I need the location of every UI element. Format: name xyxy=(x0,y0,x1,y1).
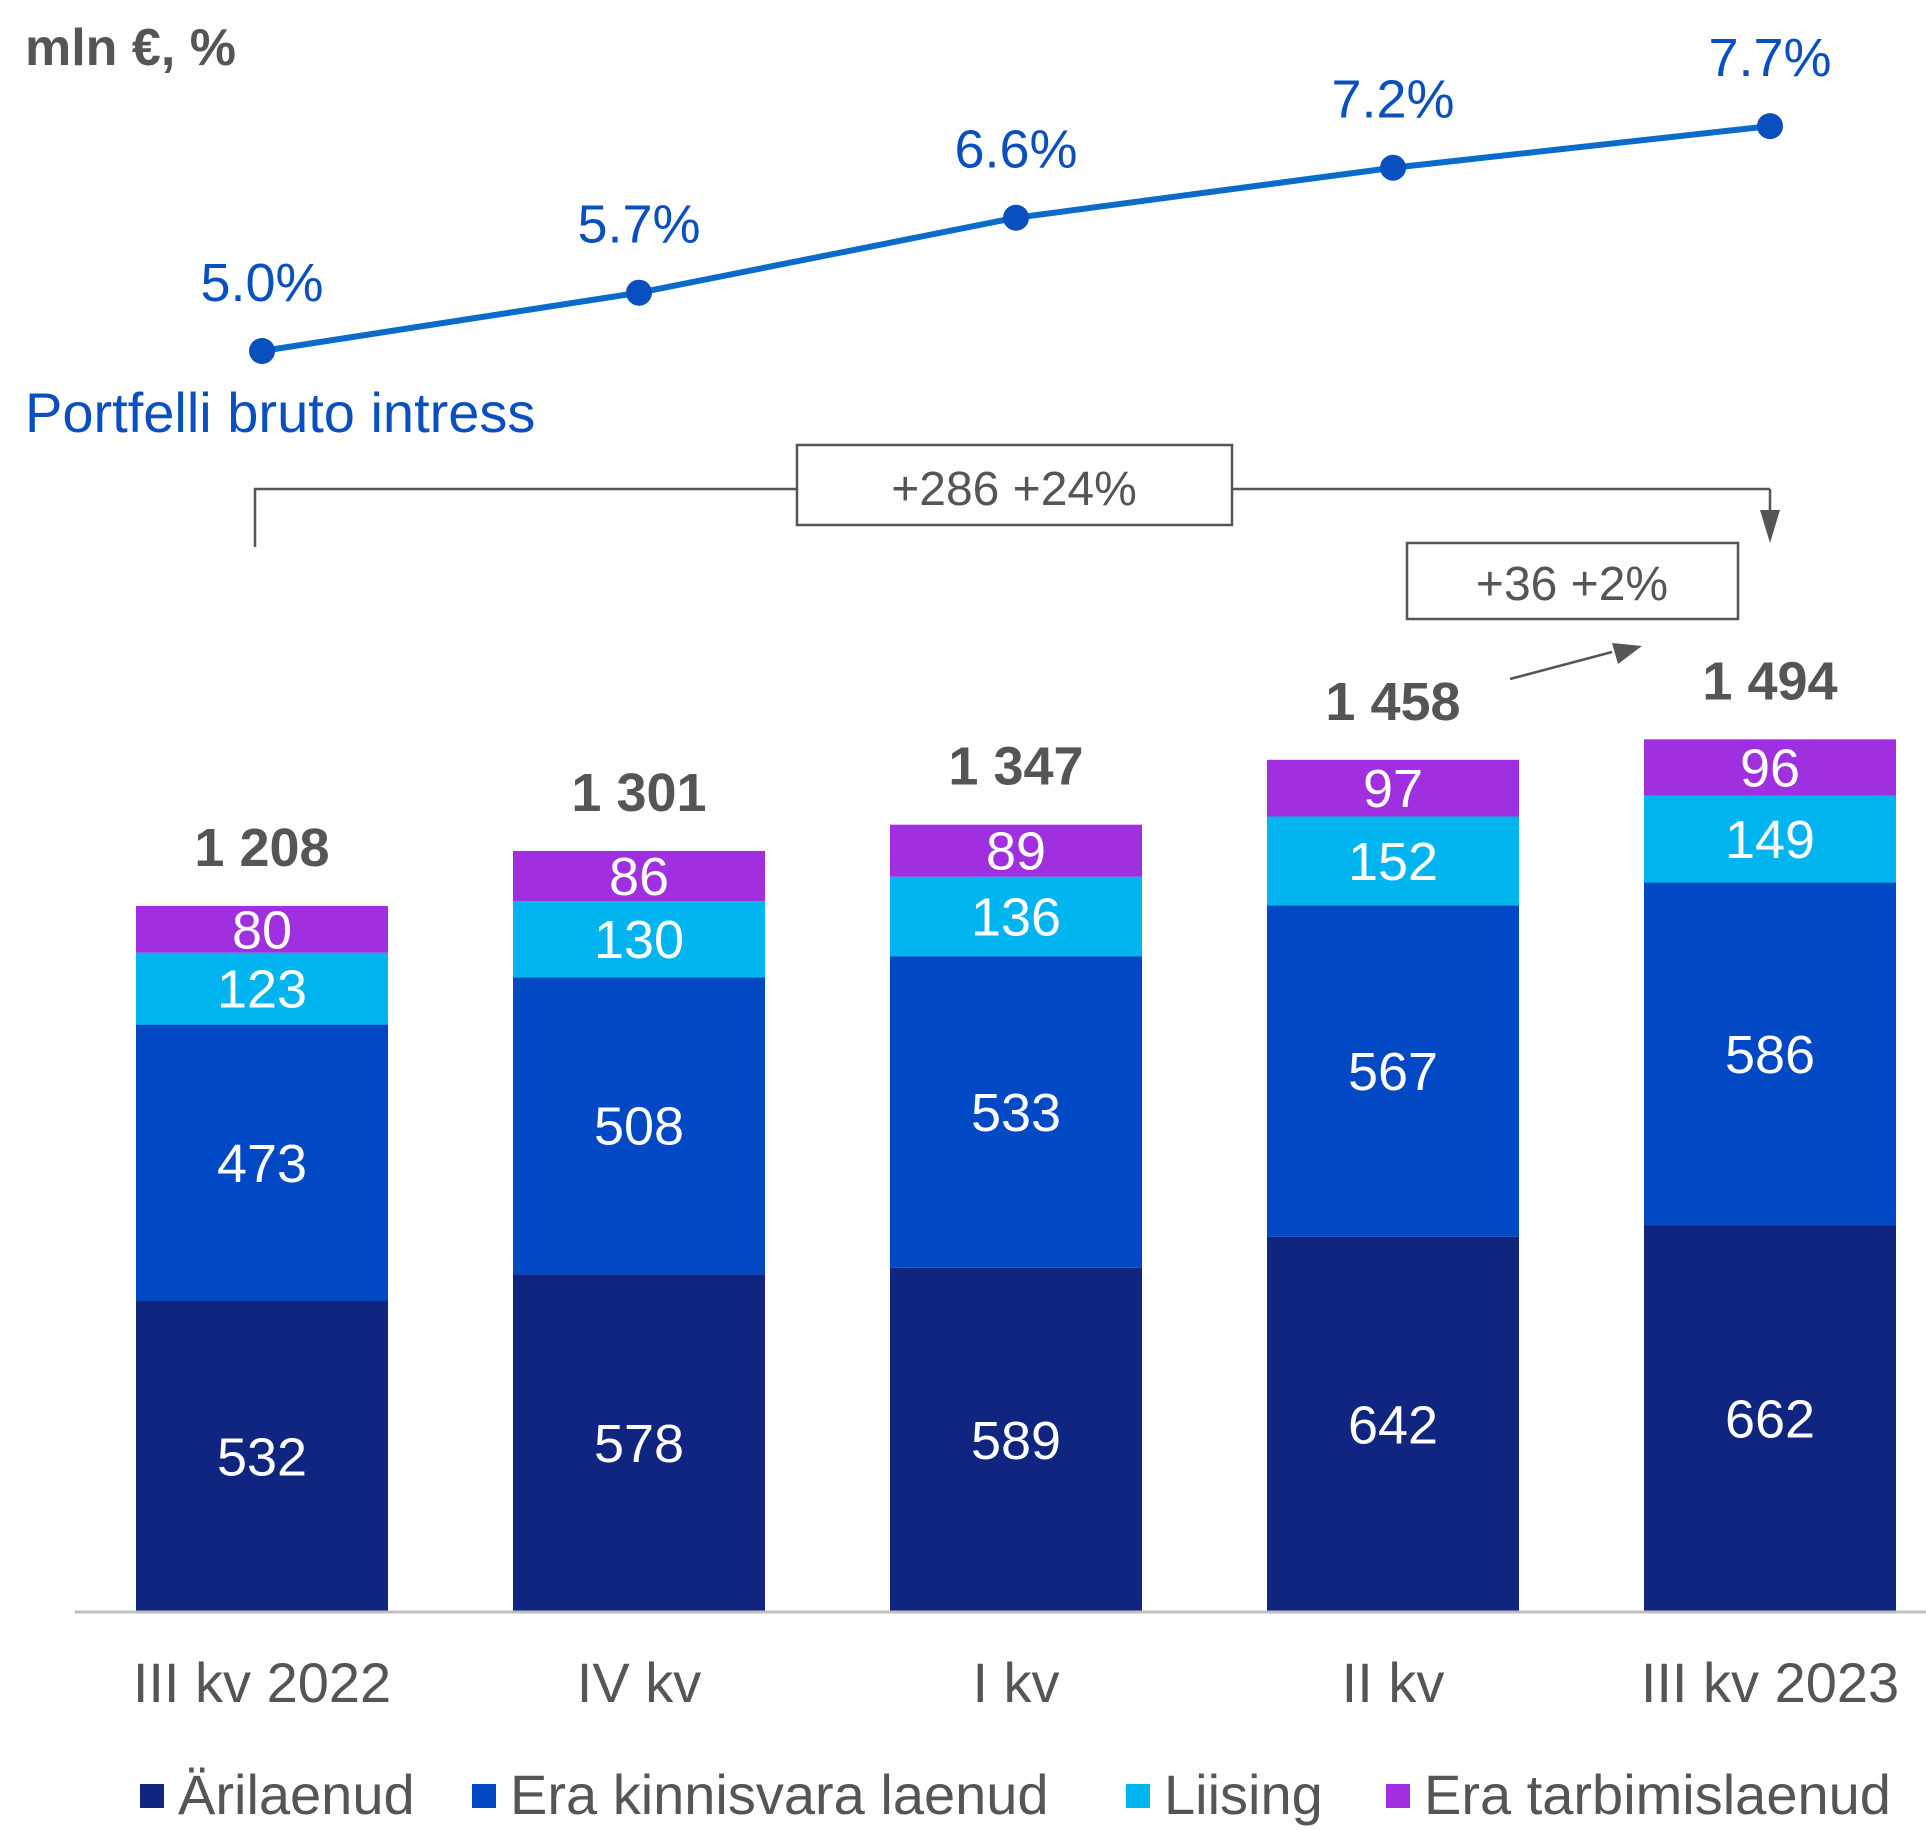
interest-point-3 xyxy=(1380,154,1406,181)
data-label-rilaenud-0: 532 xyxy=(217,1428,307,1488)
legend-label-rilaenud: Ärilaenud xyxy=(178,1763,415,1826)
growth-annotations: +286 +24% +36 +2% xyxy=(253,443,1780,681)
data-label-rilaenud-1: 578 xyxy=(594,1414,684,1474)
bar-rilaenud-1 xyxy=(513,1274,765,1612)
data-label-liising-2: 136 xyxy=(971,887,1061,947)
x-axis-labels: III kv 2022 IV kv I kv II kv III kv 2023 xyxy=(133,1651,1899,1714)
line-series-label: Portfelli bruto intress xyxy=(25,381,535,444)
data-label-era-tarbimislaenud-2: 89 xyxy=(986,822,1046,882)
interest-label-1: 5.7% xyxy=(577,195,700,255)
data-label-era-kinnisvara-laenud-2: 533 xyxy=(971,1083,1061,1143)
x-tick-label-3: II kv xyxy=(1342,1651,1445,1714)
interest-label-4: 7.7% xyxy=(1708,28,1831,88)
quarter-arrowhead xyxy=(1612,643,1642,664)
quarter-arrow-line xyxy=(1509,650,1613,681)
data-label-rilaenud-3: 642 xyxy=(1348,1395,1438,1455)
interest-point-0 xyxy=(249,338,275,364)
bar-liising-1 xyxy=(513,901,765,978)
interest-point-1 xyxy=(626,279,652,306)
unit-label: mln €, % xyxy=(25,19,236,77)
bar-era-tarbimislaenud-3 xyxy=(1267,759,1519,817)
legend-swatch-era-kinnisvara-laenud xyxy=(472,1784,496,1808)
bracket-arrowhead xyxy=(1760,510,1780,543)
bar-liising-4 xyxy=(1644,795,1896,883)
legend-label-liising: Liising xyxy=(1164,1763,1323,1826)
bar-rilaenud-3 xyxy=(1267,1236,1519,1612)
legend-swatch-liising xyxy=(1126,1784,1150,1808)
bar-era-tarbimislaenud-1 xyxy=(513,850,765,902)
bar-liising-0 xyxy=(136,952,388,1025)
x-tick-label-4: III kv 2023 xyxy=(1641,1651,1899,1714)
bar-era-kinnisvara-laenud-3 xyxy=(1267,905,1519,1237)
bar-era-kinnisvara-laenud-4 xyxy=(1644,882,1896,1226)
legend-swatch-rilaenud xyxy=(140,1784,164,1808)
data-label-era-kinnisvara-laenud-4: 586 xyxy=(1725,1025,1815,1085)
bar-rilaenud-0 xyxy=(136,1301,388,1612)
total-label-1: 1 301 xyxy=(571,763,706,823)
data-label-era-tarbimislaenud-1: 86 xyxy=(609,847,669,907)
total-label-4: 1 494 xyxy=(1702,651,1837,711)
x-tick-label-2: I kv xyxy=(972,1651,1059,1714)
total-label-3: 1 458 xyxy=(1325,672,1460,732)
annotation-box-total-growth xyxy=(795,443,1234,527)
annotation-box-quarter-growth xyxy=(1405,541,1740,621)
bar-rilaenud-4 xyxy=(1644,1225,1896,1612)
x-tick-label-1: IV kv xyxy=(577,1651,701,1714)
bar-era-kinnisvara-laenud-1 xyxy=(513,977,765,1275)
interest-label-3: 7.2% xyxy=(1331,70,1454,130)
data-label-era-kinnisvara-laenud-3: 567 xyxy=(1348,1042,1438,1102)
bar-liising-2 xyxy=(890,876,1142,957)
data-label-era-tarbimislaenud-3: 97 xyxy=(1363,759,1423,819)
interest-rate-line-layer: 5.0% 5.7% 6.6% 7.2% 7.7% xyxy=(200,28,1832,364)
data-label-liising-1: 130 xyxy=(594,910,684,970)
legend-swatch-era-tarbimislaenud xyxy=(1386,1784,1410,1808)
bar-era-kinnisvara-laenud-2 xyxy=(890,956,1142,1268)
bar-era-tarbimislaenud-2 xyxy=(890,824,1142,877)
interest-point-2 xyxy=(1003,204,1029,231)
total-label-2: 1 347 xyxy=(948,737,1083,797)
bar-era-kinnisvara-laenud-0 xyxy=(136,1024,388,1302)
legend-label-era-tarbimislaenud: Era tarbimislaenud xyxy=(1424,1763,1891,1826)
interest-label-2: 6.6% xyxy=(954,120,1077,180)
bracket-left-segment xyxy=(253,487,797,547)
total-label-0: 1 208 xyxy=(194,818,329,878)
data-label-liising-0: 123 xyxy=(217,960,307,1020)
legend: Ärilaenud Era kinnisvara laenud Liising Era… xyxy=(140,1763,1891,1826)
data-label-liising-3: 152 xyxy=(1348,832,1438,892)
data-label-era-kinnisvara-laenud-1: 508 xyxy=(594,1097,684,1157)
interest-label-0: 5.0% xyxy=(200,253,323,313)
data-label-rilaenud-2: 589 xyxy=(971,1411,1061,1471)
data-label-liising-4: 149 xyxy=(1725,810,1815,870)
annotation-text-total-growth: +286 +24% xyxy=(891,463,1137,516)
bar-liising-3 xyxy=(1267,816,1519,906)
bar-era-tarbimislaenud-4 xyxy=(1644,739,1896,796)
data-label-era-kinnisvara-laenud-0: 473 xyxy=(217,1134,307,1194)
bar-rilaenud-2 xyxy=(890,1267,1142,1612)
data-label-rilaenud-4: 662 xyxy=(1725,1390,1815,1450)
bar-era-tarbimislaenud-0 xyxy=(136,905,388,953)
legend-label-era-kinnisvara-laenud: Era kinnisvara laenud xyxy=(510,1763,1049,1826)
data-label-era-tarbimislaenud-4: 96 xyxy=(1740,738,1800,798)
x-tick-label-0: III kv 2022 xyxy=(133,1651,391,1714)
data-label-era-tarbimislaenud-0: 80 xyxy=(232,900,292,960)
annotation-text-quarter-growth: +36 +2% xyxy=(1476,558,1668,611)
interest-point-4 xyxy=(1757,113,1783,140)
